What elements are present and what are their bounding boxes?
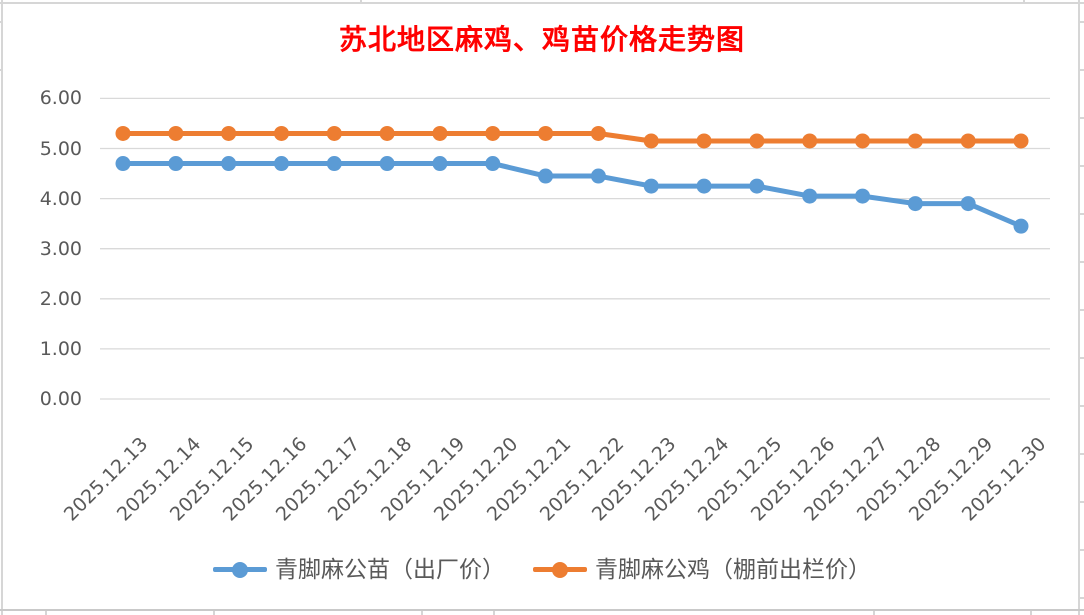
worksheet-grid-tick (0, 21, 2, 23)
y-axis-tick-label: 1.00 (39, 337, 82, 360)
legend: 青脚麻公苗（出厂价） 青脚麻公鸡（棚前出栏价） (0, 556, 1084, 584)
data-point-marker[interactable] (1013, 133, 1029, 149)
y-axis-tick-label: 4.00 (39, 187, 82, 210)
worksheet-grid-tick (493, 611, 495, 615)
data-point-marker[interactable] (749, 178, 765, 194)
data-point-marker[interactable] (221, 125, 237, 141)
worksheet-grid-tick (1080, 309, 1084, 311)
series-line-1[interactable] (120, 130, 1024, 144)
worksheet-grid-tick (1080, 261, 1084, 263)
data-point-marker[interactable] (802, 188, 818, 204)
data-point-marker[interactable] (590, 125, 606, 141)
data-point-marker[interactable] (379, 125, 395, 141)
data-point-marker[interactable] (1013, 218, 1029, 234)
worksheet-grid-tick (1080, 213, 1084, 215)
worksheet-grid-tick (1080, 357, 1084, 359)
worksheet-grid-tick (1080, 165, 1084, 167)
worksheet-grid-tick (873, 611, 875, 615)
worksheet-grid-tick (1080, 501, 1084, 503)
data-point-marker[interactable] (960, 196, 976, 212)
worksheet-grid-tick (45, 611, 47, 615)
data-point-marker[interactable] (907, 133, 923, 149)
worksheet-gridline-bottom (0, 609, 1084, 611)
worksheet-gridline-top (0, 2, 1084, 4)
data-point-marker[interactable] (273, 125, 289, 141)
worksheet-grid-tick (1080, 597, 1084, 599)
data-point-marker[interactable] (432, 156, 448, 172)
data-point-marker[interactable] (538, 168, 554, 184)
y-axis-tick-label: 3.00 (39, 237, 82, 260)
worksheet-gridline-right (1078, 0, 1080, 615)
data-point-marker[interactable] (855, 188, 871, 204)
worksheet-grid-tick (1030, 611, 1032, 615)
legend-item-chicken-price[interactable]: 青脚麻公鸡（棚前出栏价） (533, 556, 871, 584)
y-axis-tick-label: 0.00 (39, 388, 82, 410)
data-point-marker[interactable] (379, 156, 395, 172)
data-point-marker[interactable] (907, 196, 923, 212)
data-point-marker[interactable] (590, 168, 606, 184)
data-point-marker[interactable] (960, 133, 976, 149)
data-point-marker[interactable] (749, 133, 765, 149)
data-point-marker[interactable] (432, 125, 448, 141)
worksheet-grid-tick (1080, 21, 1084, 23)
worksheet-grid-tick (1023, 0, 1025, 3)
legend-marker-blue-line-dot-icon (213, 562, 267, 578)
worksheet-gridline-left (1, 0, 3, 615)
y-axis-tick-label: 6.00 (39, 87, 82, 110)
data-point-marker[interactable] (643, 133, 659, 149)
series-line-0[interactable] (120, 161, 1024, 229)
legend-item-chick-price[interactable]: 青脚麻公苗（出厂价） (213, 556, 505, 584)
worksheet-grid-tick (0, 69, 2, 71)
data-point-marker[interactable] (326, 156, 342, 172)
worksheet-grid-tick (1080, 69, 1084, 71)
data-point-marker[interactable] (643, 178, 659, 194)
legend-marker-orange-line-dot-icon (533, 562, 587, 578)
worksheet-grid-tick (1080, 405, 1084, 407)
worksheet-grid-tick (1080, 453, 1084, 455)
data-point-marker[interactable] (221, 156, 237, 172)
data-point-marker[interactable] (168, 156, 184, 172)
data-point-marker[interactable] (855, 133, 871, 149)
worksheet-grid-tick (1080, 549, 1084, 551)
data-point-marker[interactable] (115, 156, 131, 172)
data-point-marker[interactable] (538, 125, 554, 141)
y-axis-tick-label: 5.00 (39, 137, 82, 160)
chart-title: 苏北地区麻鸡、鸡苗价格走势图 (338, 23, 745, 56)
data-point-marker[interactable] (115, 125, 131, 141)
data-point-marker[interactable] (485, 125, 501, 141)
worksheet-grid-tick (360, 0, 362, 3)
data-point-marker[interactable] (802, 133, 818, 149)
data-point-marker[interactable] (696, 178, 712, 194)
data-point-marker[interactable] (326, 125, 342, 141)
worksheet-grid-tick (421, 611, 423, 615)
legend-label-chick-price: 青脚麻公苗（出厂价） (275, 557, 505, 583)
data-point-marker[interactable] (485, 156, 501, 172)
legend-label-chicken-price: 青脚麻公鸡（棚前出栏价） (595, 557, 871, 583)
data-point-marker[interactable] (273, 156, 289, 172)
y-axis-tick-label: 2.00 (39, 287, 82, 310)
data-point-marker[interactable] (168, 125, 184, 141)
worksheet-grid-tick (213, 611, 215, 615)
data-point-marker[interactable] (696, 133, 712, 149)
worksheet-grid-tick (1080, 117, 1084, 119)
